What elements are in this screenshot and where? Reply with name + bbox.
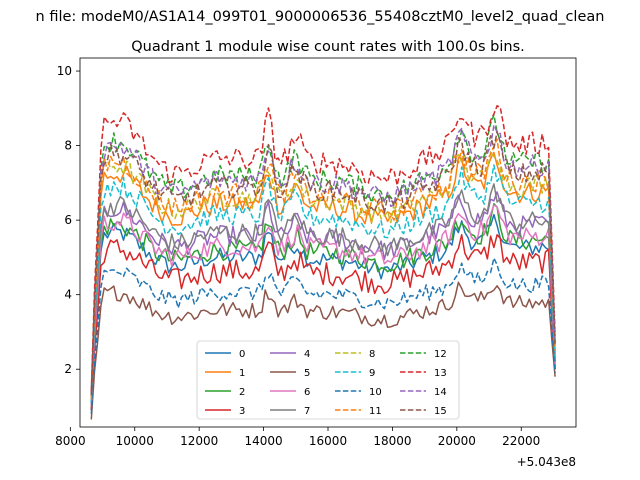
y-axis: 2 4 6 8 10: [57, 64, 80, 376]
series-line-14: [90, 124, 556, 396]
x-tick-label: 12000: [180, 434, 218, 448]
x-offset-label: +5.043e8: [517, 455, 576, 469]
legend-label-2: 2: [239, 387, 245, 398]
x-tick-label: 14000: [244, 434, 282, 448]
legend-label-4: 4: [304, 349, 310, 360]
x-axis: 8000 10000 12000 14000 16000 18000 20000 22000: [55, 427, 540, 448]
legend-label-11: 11: [369, 406, 382, 417]
y-tick-label: 4: [64, 288, 72, 302]
legend-label-14: 14: [434, 387, 447, 398]
series-line-13: [90, 105, 556, 392]
series-line-15: [90, 130, 556, 396]
y-tick-label: 10: [57, 64, 72, 78]
legend-label-9: 9: [369, 368, 375, 379]
x-tick-label: 22000: [502, 434, 540, 448]
legend-label-13: 13: [434, 368, 447, 379]
legend-label-0: 0: [239, 349, 245, 360]
legend-label-10: 10: [369, 387, 382, 398]
x-tick-label: 18000: [373, 434, 411, 448]
y-tick-label: 8: [64, 139, 72, 153]
y-tick-label: 2: [64, 362, 72, 376]
legend-label-1: 1: [239, 368, 245, 379]
x-tick-label: 20000: [438, 434, 476, 448]
legend-label-3: 3: [239, 406, 245, 417]
y-tick-label: 6: [64, 213, 72, 227]
legend-box: [196, 340, 460, 420]
legend-label-8: 8: [369, 349, 375, 360]
legend-label-12: 12: [434, 349, 447, 360]
legend-label-15: 15: [434, 406, 447, 417]
legend-label-6: 6: [304, 387, 310, 398]
series-line-7: [90, 183, 556, 403]
series-line-3: [90, 233, 556, 411]
series-line-0: [90, 213, 556, 411]
series-line-12: [90, 114, 556, 396]
series-line-11: [90, 138, 556, 400]
series-line-5: [90, 281, 556, 420]
legend-label-7: 7: [304, 406, 310, 417]
x-tick-label: 10000: [116, 434, 154, 448]
figure-suptitle: n file: modeM0/AS1A14_099T01_9000006536_…: [36, 9, 605, 25]
x-tick-label: 16000: [309, 434, 347, 448]
series-line-9: [90, 164, 556, 403]
series-line-10: [90, 257, 556, 415]
legend-label-5: 5: [304, 368, 310, 379]
x-tick-label: 8000: [55, 434, 86, 448]
axes-title: Quadrant 1 module wise count rates with …: [131, 39, 525, 55]
series-layer: [90, 105, 556, 420]
